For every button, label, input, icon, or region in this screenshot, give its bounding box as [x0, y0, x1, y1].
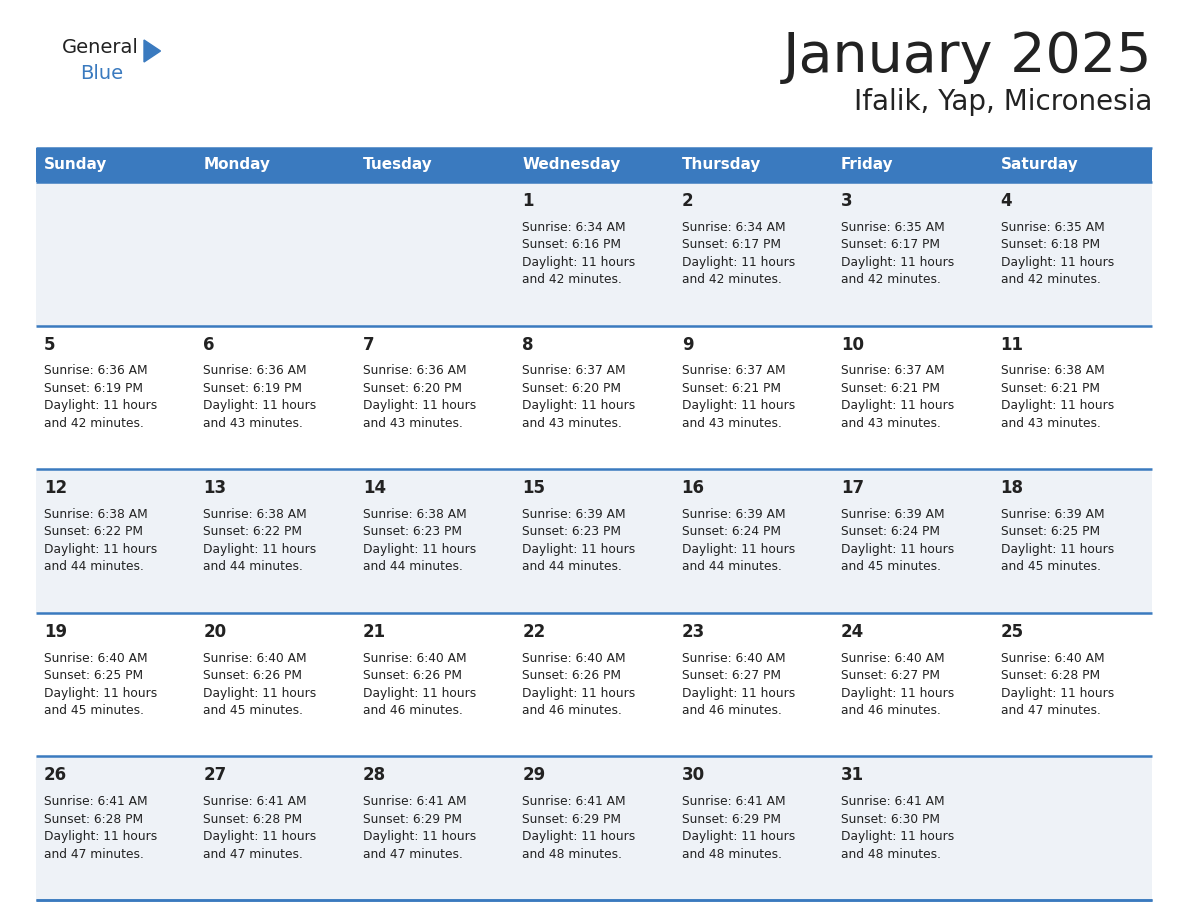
Text: 24: 24: [841, 622, 865, 641]
Text: Sunrise: 6:35 AM
Sunset: 6:17 PM
Daylight: 11 hours
and 42 minutes.: Sunrise: 6:35 AM Sunset: 6:17 PM Dayligh…: [841, 220, 954, 286]
Text: Sunrise: 6:40 AM
Sunset: 6:25 PM
Daylight: 11 hours
and 45 minutes.: Sunrise: 6:40 AM Sunset: 6:25 PM Dayligh…: [44, 652, 157, 717]
Text: Sunrise: 6:41 AM
Sunset: 6:30 PM
Daylight: 11 hours
and 48 minutes.: Sunrise: 6:41 AM Sunset: 6:30 PM Dayligh…: [841, 795, 954, 861]
Bar: [36, 613, 1152, 756]
Text: 15: 15: [523, 479, 545, 498]
Text: 29: 29: [523, 767, 545, 785]
Text: Sunrise: 6:40 AM
Sunset: 6:26 PM
Daylight: 11 hours
and 46 minutes.: Sunrise: 6:40 AM Sunset: 6:26 PM Dayligh…: [362, 652, 476, 717]
Text: Sunrise: 6:36 AM
Sunset: 6:20 PM
Daylight: 11 hours
and 43 minutes.: Sunrise: 6:36 AM Sunset: 6:20 PM Dayligh…: [362, 364, 476, 430]
Text: Sunrise: 6:38 AM
Sunset: 6:22 PM
Daylight: 11 hours
and 44 minutes.: Sunrise: 6:38 AM Sunset: 6:22 PM Dayligh…: [44, 508, 157, 574]
Text: Sunrise: 6:39 AM
Sunset: 6:24 PM
Daylight: 11 hours
and 44 minutes.: Sunrise: 6:39 AM Sunset: 6:24 PM Dayligh…: [682, 508, 795, 574]
Text: Sunday: Sunday: [44, 158, 107, 173]
Text: 14: 14: [362, 479, 386, 498]
Text: Sunrise: 6:36 AM
Sunset: 6:19 PM
Daylight: 11 hours
and 42 minutes.: Sunrise: 6:36 AM Sunset: 6:19 PM Dayligh…: [44, 364, 157, 430]
Text: Sunrise: 6:38 AM
Sunset: 6:23 PM
Daylight: 11 hours
and 44 minutes.: Sunrise: 6:38 AM Sunset: 6:23 PM Dayligh…: [362, 508, 476, 574]
Text: Sunrise: 6:37 AM
Sunset: 6:21 PM
Daylight: 11 hours
and 43 minutes.: Sunrise: 6:37 AM Sunset: 6:21 PM Dayligh…: [841, 364, 954, 430]
Text: Sunrise: 6:38 AM
Sunset: 6:22 PM
Daylight: 11 hours
and 44 minutes.: Sunrise: 6:38 AM Sunset: 6:22 PM Dayligh…: [203, 508, 317, 574]
Text: Sunrise: 6:35 AM
Sunset: 6:18 PM
Daylight: 11 hours
and 42 minutes.: Sunrise: 6:35 AM Sunset: 6:18 PM Dayligh…: [1000, 220, 1114, 286]
Text: Sunrise: 6:37 AM
Sunset: 6:20 PM
Daylight: 11 hours
and 43 minutes.: Sunrise: 6:37 AM Sunset: 6:20 PM Dayligh…: [523, 364, 636, 430]
Text: 30: 30: [682, 767, 704, 785]
Bar: [36, 326, 1152, 469]
Text: 13: 13: [203, 479, 227, 498]
Text: Sunrise: 6:38 AM
Sunset: 6:21 PM
Daylight: 11 hours
and 43 minutes.: Sunrise: 6:38 AM Sunset: 6:21 PM Dayligh…: [1000, 364, 1114, 430]
Text: 18: 18: [1000, 479, 1024, 498]
Text: Sunrise: 6:40 AM
Sunset: 6:27 PM
Daylight: 11 hours
and 46 minutes.: Sunrise: 6:40 AM Sunset: 6:27 PM Dayligh…: [841, 652, 954, 717]
Text: Sunrise: 6:40 AM
Sunset: 6:28 PM
Daylight: 11 hours
and 47 minutes.: Sunrise: 6:40 AM Sunset: 6:28 PM Dayligh…: [1000, 652, 1114, 717]
Text: 26: 26: [44, 767, 67, 785]
Text: Sunrise: 6:40 AM
Sunset: 6:26 PM
Daylight: 11 hours
and 46 minutes.: Sunrise: 6:40 AM Sunset: 6:26 PM Dayligh…: [523, 652, 636, 717]
Text: 12: 12: [44, 479, 67, 498]
Text: 1: 1: [523, 192, 533, 210]
Text: 11: 11: [1000, 336, 1024, 353]
Text: 22: 22: [523, 622, 545, 641]
Text: Sunrise: 6:41 AM
Sunset: 6:28 PM
Daylight: 11 hours
and 47 minutes.: Sunrise: 6:41 AM Sunset: 6:28 PM Dayligh…: [203, 795, 317, 861]
Text: 17: 17: [841, 479, 864, 498]
Bar: [36, 148, 196, 182]
Bar: [196, 148, 355, 182]
Text: 28: 28: [362, 767, 386, 785]
Text: Tuesday: Tuesday: [362, 158, 432, 173]
Text: 10: 10: [841, 336, 864, 353]
Text: General: General: [62, 38, 139, 57]
Text: 16: 16: [682, 479, 704, 498]
Text: 20: 20: [203, 622, 227, 641]
Text: Sunrise: 6:39 AM
Sunset: 6:25 PM
Daylight: 11 hours
and 45 minutes.: Sunrise: 6:39 AM Sunset: 6:25 PM Dayligh…: [1000, 508, 1114, 574]
Text: January 2025: January 2025: [783, 30, 1152, 84]
Text: Sunrise: 6:39 AM
Sunset: 6:24 PM
Daylight: 11 hours
and 45 minutes.: Sunrise: 6:39 AM Sunset: 6:24 PM Dayligh…: [841, 508, 954, 574]
Text: Sunrise: 6:41 AM
Sunset: 6:28 PM
Daylight: 11 hours
and 47 minutes.: Sunrise: 6:41 AM Sunset: 6:28 PM Dayligh…: [44, 795, 157, 861]
Text: Sunrise: 6:39 AM
Sunset: 6:23 PM
Daylight: 11 hours
and 44 minutes.: Sunrise: 6:39 AM Sunset: 6:23 PM Dayligh…: [523, 508, 636, 574]
Text: Sunrise: 6:41 AM
Sunset: 6:29 PM
Daylight: 11 hours
and 47 minutes.: Sunrise: 6:41 AM Sunset: 6:29 PM Dayligh…: [362, 795, 476, 861]
Text: 8: 8: [523, 336, 533, 353]
Text: 7: 7: [362, 336, 374, 353]
Text: Sunrise: 6:40 AM
Sunset: 6:27 PM
Daylight: 11 hours
and 46 minutes.: Sunrise: 6:40 AM Sunset: 6:27 PM Dayligh…: [682, 652, 795, 717]
Text: Monday: Monday: [203, 158, 271, 173]
Text: Saturday: Saturday: [1000, 158, 1079, 173]
Text: Friday: Friday: [841, 158, 893, 173]
Text: Sunrise: 6:37 AM
Sunset: 6:21 PM
Daylight: 11 hours
and 43 minutes.: Sunrise: 6:37 AM Sunset: 6:21 PM Dayligh…: [682, 364, 795, 430]
Bar: [992, 148, 1152, 182]
Polygon shape: [144, 40, 160, 62]
Text: 21: 21: [362, 622, 386, 641]
Text: 23: 23: [682, 622, 704, 641]
Text: 3: 3: [841, 192, 853, 210]
Text: Thursday: Thursday: [682, 158, 762, 173]
Text: Sunrise: 6:41 AM
Sunset: 6:29 PM
Daylight: 11 hours
and 48 minutes.: Sunrise: 6:41 AM Sunset: 6:29 PM Dayligh…: [682, 795, 795, 861]
Text: 2: 2: [682, 192, 694, 210]
Bar: [674, 148, 833, 182]
Text: 5: 5: [44, 336, 56, 353]
Text: Ifalik, Yap, Micronesia: Ifalik, Yap, Micronesia: [854, 88, 1152, 116]
Text: 9: 9: [682, 336, 694, 353]
Text: 25: 25: [1000, 622, 1024, 641]
Text: Sunrise: 6:36 AM
Sunset: 6:19 PM
Daylight: 11 hours
and 43 minutes.: Sunrise: 6:36 AM Sunset: 6:19 PM Dayligh…: [203, 364, 317, 430]
Text: Sunrise: 6:34 AM
Sunset: 6:16 PM
Daylight: 11 hours
and 42 minutes.: Sunrise: 6:34 AM Sunset: 6:16 PM Dayligh…: [523, 220, 636, 286]
Text: Sunrise: 6:40 AM
Sunset: 6:26 PM
Daylight: 11 hours
and 45 minutes.: Sunrise: 6:40 AM Sunset: 6:26 PM Dayligh…: [203, 652, 317, 717]
Text: 6: 6: [203, 336, 215, 353]
Bar: [36, 182, 1152, 326]
Text: 19: 19: [44, 622, 67, 641]
Text: Sunrise: 6:34 AM
Sunset: 6:17 PM
Daylight: 11 hours
and 42 minutes.: Sunrise: 6:34 AM Sunset: 6:17 PM Dayligh…: [682, 220, 795, 286]
Bar: [833, 148, 992, 182]
Text: Sunrise: 6:41 AM
Sunset: 6:29 PM
Daylight: 11 hours
and 48 minutes.: Sunrise: 6:41 AM Sunset: 6:29 PM Dayligh…: [523, 795, 636, 861]
Bar: [514, 148, 674, 182]
Text: Blue: Blue: [80, 64, 124, 83]
Text: Wednesday: Wednesday: [523, 158, 620, 173]
Text: 31: 31: [841, 767, 864, 785]
Bar: [355, 148, 514, 182]
Text: 27: 27: [203, 767, 227, 785]
Text: 4: 4: [1000, 192, 1012, 210]
Bar: [36, 469, 1152, 613]
Bar: [36, 756, 1152, 900]
